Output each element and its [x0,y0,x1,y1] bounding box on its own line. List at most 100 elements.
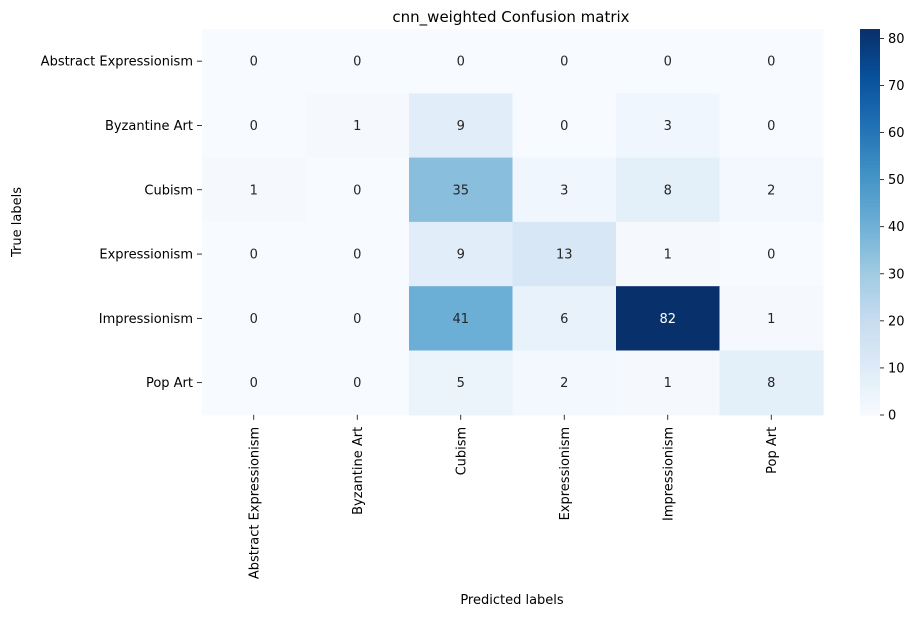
heatmap-cell [616,157,721,223]
colorbar-segment [860,167,880,172]
colorbar-tick-label: 40 [888,220,905,235]
cell-value: 0 [353,248,361,263]
colorbar-tick-label: 20 [888,314,905,329]
cell-value: 0 [353,376,361,391]
y-axis-label: True labels [10,187,25,258]
heatmap-cell [202,93,307,159]
colorbar-segment [860,279,880,284]
colorbar-segment [860,93,880,98]
heatmap-cell [512,221,617,287]
colorbar-segment [860,96,880,101]
heatmap-cell [719,93,824,159]
cell-value: 0 [353,312,361,327]
colorbar-segment [860,247,880,252]
heatmap-cell [719,286,824,352]
cell-value: 0 [560,119,568,134]
heatmap-cell [719,29,824,94]
colorbar-segment [860,205,880,210]
colorbar-segment [860,160,880,165]
colorbar-segment [860,106,880,111]
cell-value: 3 [560,183,568,198]
colorbar-segment [860,29,880,33]
colorbar-segment [860,122,880,127]
cell-value: 1 [353,119,361,134]
x-tick-label: Abstract Expressionism [247,427,262,579]
cell-value: 8 [767,376,775,391]
colorbar-segment [860,238,880,242]
colorbar-segment [860,222,880,226]
colorbar-segment [860,212,880,217]
heatmap-cell [616,221,721,287]
colorbar-segment [860,286,880,291]
colorbar-segment [860,263,880,268]
colorbar-segment [860,173,880,178]
colorbar-segment [860,189,880,194]
chart-title: cnn_weighted Confusion matrix [392,8,629,27]
colorbar-segment [860,119,880,123]
colorbar-segment [860,369,880,374]
colorbar-segment [860,289,880,294]
colorbar-segment [860,128,880,133]
cell-value: 0 [767,248,775,263]
cell-value: 35 [452,183,469,198]
colorbar-segment [860,32,880,37]
heatmap-cell [202,221,307,287]
colorbar-segment [860,67,880,72]
colorbar-segment [860,337,880,342]
y-tick-label: Cubism [144,183,193,198]
colorbar-segment [860,353,880,358]
colorbar-segment [860,273,880,278]
colorbar-segment [860,254,880,258]
colorbar-segment [860,344,880,349]
heatmap-cell [409,29,514,94]
colorbar-segment [860,299,880,304]
colorbar-segment [860,170,880,175]
heatmap-cell [616,93,721,159]
colorbar-segment [860,331,880,336]
colorbar-segment [860,115,880,120]
heatmap-cell [409,286,514,352]
x-tick-label: Cubism [454,427,469,476]
colorbar-segment [860,398,880,403]
cell-annotations: 0 0 0 0 0 00 1 9 0 3 01 0 35 3 8 20 0 9 13 1 00 0 41 6 82 10 0 5 2 1 8 [250,55,776,391]
cell-value: 0 [767,119,775,134]
y-tick-label: Byzantine Art [105,119,193,134]
heatmap-cell [305,221,410,287]
heatmap-cell [202,29,307,94]
colorbar-segment [860,324,880,329]
colorbar-segment [860,202,880,207]
colorbar-segment [860,318,880,323]
colorbar-segment [860,218,880,223]
cell-value: 5 [457,376,465,391]
y-tick-label: Abstract Expressionism [41,55,193,70]
colorbar-segment [860,35,880,40]
cell-value: 0 [250,312,258,327]
colorbar-segment [860,99,880,104]
colorbar-segment [860,347,880,352]
colorbar-segment [860,321,880,326]
cell-value: 0 [664,55,672,70]
cell-value: 0 [560,55,568,70]
heatmap-cell [719,350,824,416]
heatmap-cell [719,157,824,223]
colorbar-segment [860,102,880,107]
colorbar-tick-label: 30 [888,267,905,282]
colorbar-segment [860,199,880,204]
colorbar-segment [860,308,880,313]
colorbar-segment [860,386,880,390]
cell-value: 2 [560,376,568,391]
x-axis-ticks: Abstract Expressionism Byzantine Art Cubis… [247,414,780,579]
colorbar-segment [860,77,880,82]
colorbar-segment [860,180,880,184]
colorbar-segment [860,80,880,85]
colorbar-tick-label: 60 [888,126,905,141]
colorbar-segment [860,151,880,156]
colorbar-segment [860,83,880,88]
heatmap-cell [616,286,721,352]
cell-value: 3 [664,119,672,134]
x-tick-label: Expressionism [558,427,573,521]
heatmap-cells [202,29,824,416]
colorbar-segment [860,135,880,139]
colorbar-segment [860,260,880,265]
